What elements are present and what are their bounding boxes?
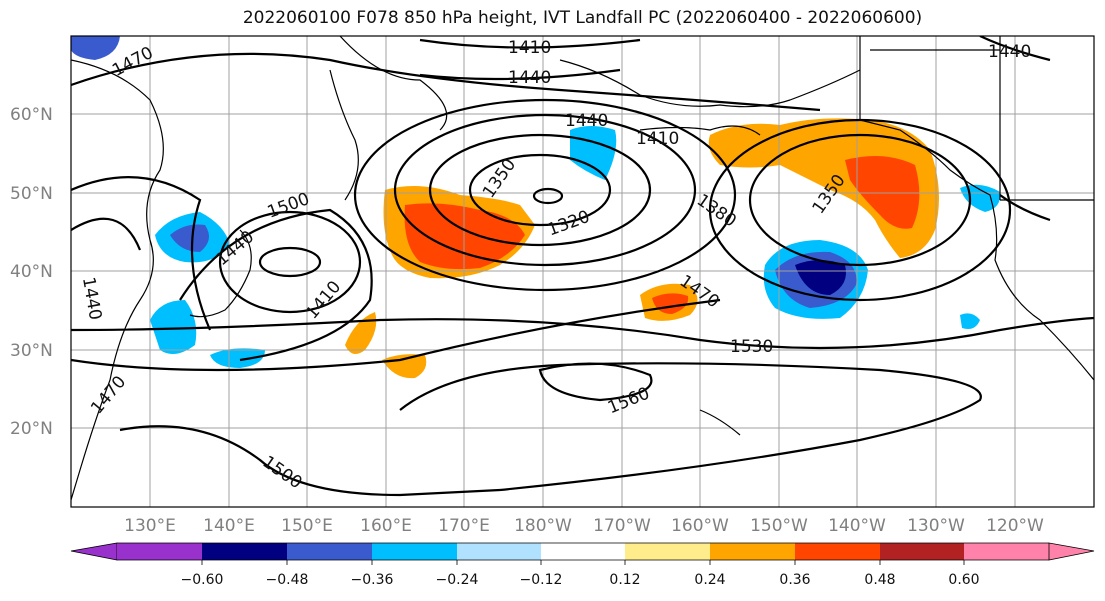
lat-label: 20°N bbox=[10, 419, 53, 439]
latitude-labels: 60°N 50°N 40°N 30°N 20°N bbox=[10, 105, 53, 439]
graticule bbox=[71, 36, 1094, 507]
colorbar: −0.60 −0.48 −0.36 −0.24 −0.12 0.12 0.24 … bbox=[70, 542, 1095, 588]
colorbar-tick-label: 0.24 bbox=[694, 572, 725, 588]
lon-label: 130°W bbox=[907, 516, 965, 536]
colorbar-segment bbox=[964, 543, 1049, 560]
colorbar-tick-label: −0.24 bbox=[436, 572, 479, 588]
colorbar-tick-label: −0.12 bbox=[520, 572, 563, 588]
lon-label: 150°E bbox=[281, 516, 333, 536]
colorbar-segment bbox=[880, 543, 964, 560]
ivt-shading bbox=[71, 36, 1001, 379]
page-title: 2022060100 F078 850 hPa height, IVT Land… bbox=[242, 8, 923, 28]
colorbar-ticks bbox=[201, 560, 965, 565]
pos-anomaly-small-2 bbox=[345, 312, 377, 354]
colorbar-extend-min bbox=[70, 542, 118, 561]
contour-label: 1440 bbox=[508, 68, 551, 88]
colorbar-segment bbox=[287, 543, 372, 560]
neg-anomaly-west-3 bbox=[210, 348, 265, 368]
lon-label: 180°W bbox=[514, 516, 572, 536]
lon-label: 140°W bbox=[828, 516, 886, 536]
lat-label: 30°N bbox=[10, 341, 53, 361]
contour-label: 1410 bbox=[508, 38, 551, 58]
lon-label: 150°W bbox=[750, 516, 808, 536]
neg-anomaly-small bbox=[960, 313, 980, 329]
colorbar-tick-label: 0.60 bbox=[948, 572, 979, 588]
map-frame bbox=[70, 35, 1095, 508]
height-contours bbox=[71, 36, 1094, 497]
colorbar-segment bbox=[541, 543, 625, 560]
lon-label: 140°E bbox=[203, 516, 255, 536]
lon-label: 160°W bbox=[671, 516, 729, 536]
pos-anomaly-gulf bbox=[708, 118, 939, 258]
colorbar-segment bbox=[372, 543, 457, 560]
contour-label: 1440 bbox=[988, 42, 1031, 62]
colorbar-segment bbox=[117, 543, 202, 560]
neg-anomaly-west-1-core bbox=[170, 224, 209, 252]
colorbar-segment bbox=[710, 543, 795, 560]
lon-label: 120°W bbox=[986, 516, 1044, 536]
neg-anomaly-nw bbox=[71, 36, 120, 60]
colorbar-segment bbox=[202, 543, 287, 560]
coastlines bbox=[71, 36, 1094, 501]
lon-label: 170°E bbox=[438, 516, 490, 536]
colorbar-tick-label: −0.48 bbox=[266, 572, 309, 588]
colorbar-tick-label: −0.60 bbox=[181, 572, 224, 588]
colorbar-tick-label: 0.36 bbox=[779, 572, 810, 588]
colorbar-segment bbox=[625, 543, 710, 560]
contour-label: 1440 bbox=[565, 111, 608, 131]
lon-label: 170°W bbox=[593, 516, 651, 536]
colorbar-tick-label: 0.48 bbox=[864, 572, 895, 588]
pos-anomaly-west-core bbox=[404, 203, 525, 270]
neg-anomaly-central-core bbox=[795, 260, 846, 295]
lat-label: 40°N bbox=[10, 262, 53, 282]
lon-label: 160°E bbox=[360, 516, 412, 536]
colorbar-tick-label: −0.36 bbox=[351, 572, 394, 588]
colorbar-extend-max bbox=[1048, 542, 1095, 561]
colorbar-segment bbox=[457, 543, 541, 560]
contour-label: 1410 bbox=[636, 129, 679, 149]
lon-label: 130°E bbox=[124, 516, 176, 536]
colorbar-segment bbox=[795, 543, 880, 560]
lat-label: 50°N bbox=[10, 184, 53, 204]
neg-anomaly-west-2 bbox=[150, 300, 197, 354]
contour-label: 1530 bbox=[730, 337, 773, 357]
pos-anomaly-gulf-core bbox=[845, 156, 920, 229]
colorbar-tick-label: 0.12 bbox=[609, 572, 640, 588]
longitude-labels: 130°E 140°E 150°E 160°E 170°E 180°W 170°… bbox=[124, 516, 1044, 536]
lat-label: 60°N bbox=[10, 105, 53, 125]
